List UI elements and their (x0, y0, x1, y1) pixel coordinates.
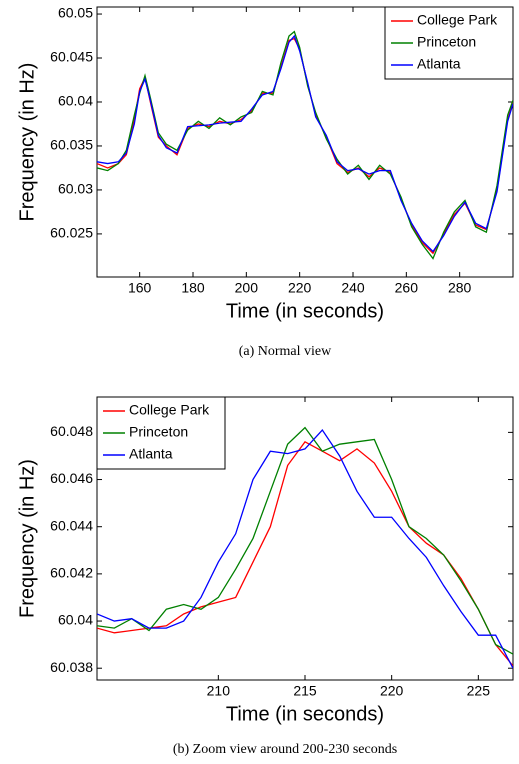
caption: (b) Zoom view around 200-230 seconds (173, 742, 397, 757)
y-tick-label: 60.046 (50, 470, 93, 486)
y-tick-label: 60.042 (50, 565, 93, 581)
x-tick-label: 225 (467, 683, 491, 699)
x-tick-label: 180 (181, 280, 205, 296)
legend-label: College Park (129, 402, 210, 418)
y-tick-label: 60.04 (58, 93, 93, 109)
y-tick-label: 60.04 (58, 612, 93, 628)
y-tick-label: 60.035 (50, 137, 93, 153)
legend: College Park Princeton Atlanta (96, 396, 226, 470)
y-tick-label: 60.044 (50, 517, 93, 533)
y-tick-label: 60.045 (50, 49, 93, 65)
subplot: 60.025 60.03 60.035 60.04 60.045 60.05 160 180 2… (16, 5, 514, 359)
x-tick-label: 160 (128, 280, 152, 296)
y-tick-label: 60.025 (50, 225, 93, 241)
x-tick-label: 220 (288, 280, 312, 296)
y-axis-label: Frequency (in Hz) (16, 459, 38, 618)
y-tick-label: 60.05 (58, 5, 93, 21)
x-axis-label: Time (in seconds) (226, 703, 384, 725)
x-tick-label: 280 (448, 280, 472, 296)
legend: College Park Princeton Atlanta (384, 6, 514, 80)
series-line (97, 428, 513, 669)
caption: (a) Normal view (239, 344, 332, 359)
y-tick-label: 60.048 (50, 423, 93, 439)
x-tick-label: 210 (207, 683, 231, 699)
x-tick-label: 220 (380, 683, 404, 699)
legend-label: College Park (417, 12, 498, 28)
series-line (97, 426, 513, 655)
legend-label: Princeton (417, 34, 476, 50)
series-line (97, 34, 513, 253)
legend-label: Atlanta (417, 56, 461, 72)
y-axis-label: Frequency (in Hz) (16, 63, 38, 222)
x-tick-label: 200 (235, 280, 259, 296)
x-tick-label: 260 (395, 280, 419, 296)
x-axis-label: Time (in seconds) (226, 300, 384, 322)
legend-label: Princeton (129, 424, 188, 440)
legend-label: Atlanta (129, 446, 173, 462)
y-tick-label: 60.03 (58, 181, 93, 197)
subplot: 60.038 60.04 60.042 60.044 60.046 60.048 210 21… (16, 396, 514, 757)
y-tick-label: 60.038 (50, 659, 93, 675)
x-tick-label: 215 (293, 683, 317, 699)
x-tick-label: 240 (341, 280, 365, 296)
